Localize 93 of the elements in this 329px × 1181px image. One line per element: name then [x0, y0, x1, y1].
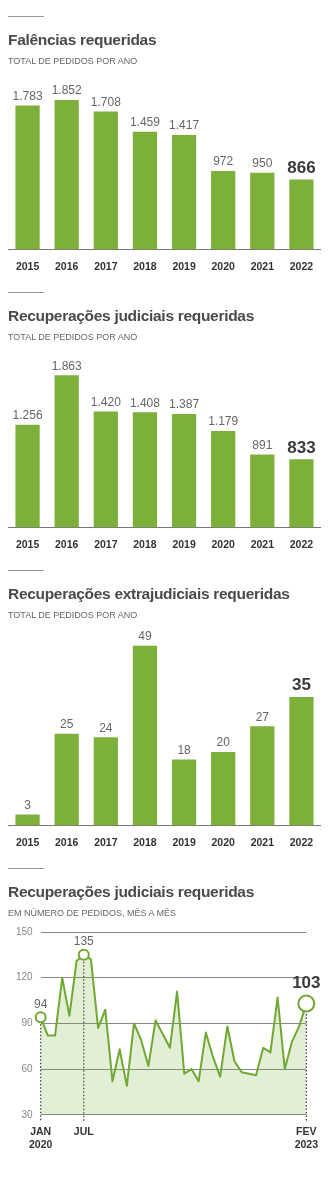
bar	[211, 431, 236, 528]
x-tick-label: JUL	[73, 1124, 95, 1137]
data-label: 3	[24, 797, 32, 812]
data-label: 1.408	[129, 395, 161, 410]
data-label: 1.179	[208, 414, 239, 429]
bar	[132, 131, 158, 250]
data-label: 1.417	[169, 118, 200, 133]
x-tick-label: 2015	[15, 835, 40, 848]
data-label: 1.863	[51, 358, 83, 373]
x-tick-label: 2018	[133, 259, 157, 272]
point	[77, 948, 90, 961]
x-tick-label: 2021	[250, 259, 275, 272]
bar	[54, 733, 79, 826]
bar	[289, 459, 314, 528]
bar	[289, 179, 314, 250]
data-label: 35	[291, 675, 311, 695]
x-tick-label: 2018	[133, 835, 157, 848]
x-tick-label: 2020	[211, 835, 236, 848]
bar	[15, 814, 40, 826]
bar	[289, 697, 314, 826]
data-label: 20	[216, 735, 231, 750]
point	[34, 1011, 47, 1024]
data-label: 49	[138, 628, 152, 643]
data-label: 1.852	[51, 83, 83, 98]
x-tick-label: 2020	[211, 259, 236, 272]
x-tick-label: 2015	[15, 537, 40, 550]
data-label: 972	[213, 154, 234, 169]
y-tick-label: 120	[16, 971, 34, 983]
chart-subtitle: TOTAL DE PEDIDOS POR ANO	[8, 332, 139, 342]
data-label: 135	[73, 934, 95, 949]
data-label: 1.420	[90, 394, 122, 409]
x-tick-label: 2017	[94, 835, 118, 848]
bar	[15, 424, 40, 528]
x-tick-label: JAN 2020	[29, 1124, 53, 1150]
x-tick-label: 2015	[15, 259, 40, 272]
y-tick-label: 150	[16, 925, 34, 937]
data-label: 94	[34, 996, 48, 1011]
chart-subtitle: TOTAL DE PEDIDOS POR ANO	[8, 56, 139, 66]
x-tick-label: 2017	[94, 537, 118, 550]
chart-title: Falências requeridas	[8, 31, 158, 49]
chart-title: Recuperações extrajudiciais requeridas	[8, 585, 291, 603]
x-tick-label: 2016	[55, 537, 79, 550]
data-label: 25	[60, 717, 74, 732]
data-label: 27	[255, 709, 270, 724]
bar	[211, 170, 236, 250]
y-tick-label: 60	[21, 1062, 34, 1074]
x-tick-label: 2016	[55, 259, 79, 272]
x-tick-label: 2021	[250, 537, 275, 550]
bar	[132, 412, 158, 528]
bar	[250, 726, 275, 826]
x-tick-label: 2022	[289, 835, 314, 848]
x-tick-label: 2020	[211, 537, 236, 550]
x-tick-label: 2018	[133, 537, 157, 550]
data-label: 103	[292, 972, 321, 992]
data-label: 1.459	[129, 114, 161, 129]
data-label: 18	[177, 742, 192, 757]
chart-title: Recuperações judiciais requeridas	[8, 307, 255, 325]
bar	[132, 645, 158, 826]
bar	[93, 737, 118, 826]
bar	[93, 111, 118, 250]
data-label: 24	[99, 720, 113, 735]
bar	[250, 172, 275, 250]
data-label: 866	[287, 157, 316, 177]
bar	[171, 759, 197, 826]
bar	[54, 375, 79, 528]
bar	[93, 411, 118, 528]
chart-title: Recuperações judiciais requeridas	[8, 883, 255, 901]
x-tick-label: 2022	[289, 537, 314, 550]
bar	[211, 752, 236, 826]
x-tick-label: 2016	[55, 835, 79, 848]
bar	[15, 105, 40, 250]
data-label: 1.708	[90, 94, 122, 109]
data-label: 1.387	[169, 397, 200, 412]
x-tick-label: 2019	[172, 537, 196, 550]
x-tick-label: 2022	[289, 259, 314, 272]
x-tick-label: 2017	[94, 259, 118, 272]
bar	[171, 135, 197, 250]
x-tick-label: FEV 2023	[294, 1124, 319, 1150]
bar	[54, 99, 79, 250]
bar	[171, 414, 197, 528]
chart-subtitle: EM NÚMERO DE PEDIDOS, MÊS A MÊS	[8, 908, 178, 918]
x-tick-label: 2019	[172, 835, 196, 848]
data-label: 891	[252, 437, 273, 452]
bar	[250, 454, 275, 528]
data-label: 1.783	[12, 88, 43, 103]
chart-subtitle: TOTAL DE PEDIDOS POR ANO	[8, 610, 139, 620]
data-label: 950	[252, 156, 273, 171]
data-label: 833	[287, 437, 316, 457]
y-tick-label: 90	[21, 1017, 34, 1029]
x-tick-label: 2021	[250, 835, 275, 848]
x-tick-label: 2019	[172, 259, 196, 272]
y-tick-label: 30	[21, 1108, 34, 1120]
data-label: 1.256	[12, 408, 43, 423]
